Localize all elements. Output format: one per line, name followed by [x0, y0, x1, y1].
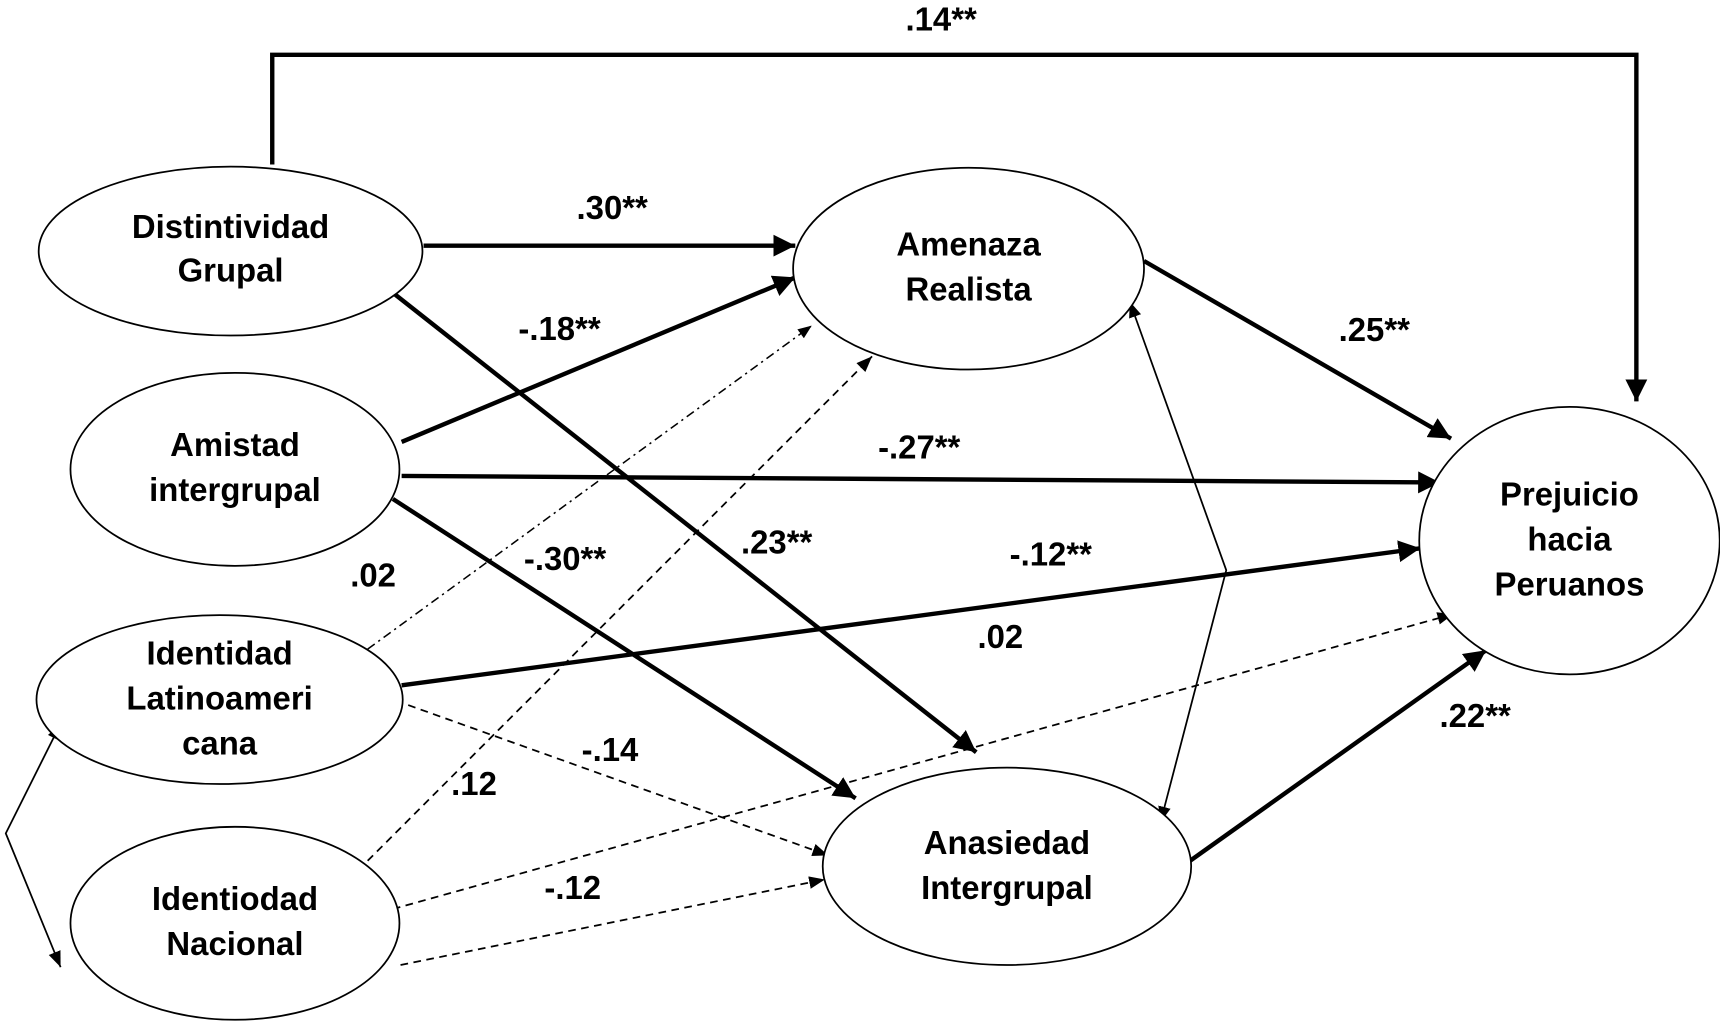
node-label: Distintividad	[132, 208, 329, 245]
node-label: Prejuicio	[1500, 475, 1639, 512]
node	[69, 371, 401, 567]
edge-label: -.12	[544, 869, 601, 906]
edge-label: .14**	[905, 1, 976, 38]
edges	[4, 52, 1648, 968]
correlation	[1128, 301, 1228, 823]
node	[821, 766, 1193, 966]
node-label: Peruanos	[1495, 565, 1645, 602]
node	[35, 614, 404, 785]
edge	[401, 471, 1441, 494]
edge-label: .12	[451, 765, 497, 802]
node	[792, 166, 1145, 371]
edge-label: -.30**	[524, 540, 606, 577]
node-label: Nacional	[166, 925, 303, 962]
edge	[391, 291, 978, 754]
edge-label: -.18**	[518, 310, 600, 347]
node-label: hacia	[1527, 520, 1612, 557]
edge	[1188, 648, 1488, 863]
edge-label: -.12**	[1010, 536, 1092, 573]
edge-labels: .14** .30** -.18** -.27** -.30** .23** .…	[350, 1, 1511, 906]
edge	[400, 275, 797, 444]
node-label: cana	[182, 724, 258, 761]
edge-label: .22**	[1440, 697, 1511, 734]
edge	[1142, 259, 1453, 441]
edge-label: .25**	[1339, 311, 1410, 348]
node-label: Identiodad	[152, 880, 318, 917]
node-label: Intergrupal	[921, 869, 1093, 906]
edge	[407, 704, 829, 857]
edge-label: .23**	[741, 524, 812, 561]
edge	[270, 52, 1648, 402]
edge	[367, 355, 873, 862]
edge	[367, 325, 813, 650]
edge-label: -.14	[582, 731, 639, 768]
edge	[400, 876, 826, 966]
edge-label: .02	[978, 618, 1024, 655]
node	[69, 825, 401, 1021]
edge-label: .02	[350, 557, 396, 594]
node-label: Realista	[906, 270, 1033, 307]
node-label: Amistad	[170, 426, 300, 463]
edge	[391, 497, 857, 801]
node-label: Anasiedad	[924, 824, 1090, 861]
edge	[401, 540, 1421, 688]
correlation	[4, 723, 62, 968]
node	[37, 165, 424, 337]
node-label: Identidad	[147, 634, 293, 671]
edge-label: -.27**	[878, 428, 960, 465]
node-label: Grupal	[178, 252, 284, 289]
node-label: Amenaza	[896, 225, 1041, 262]
node-label: Latinoameri	[126, 679, 312, 716]
edge-label: .30**	[577, 189, 648, 226]
nodes: Distintividad Grupal Amistad intergrupal…	[35, 165, 1720, 1021]
node-label: intergrupal	[149, 471, 321, 508]
